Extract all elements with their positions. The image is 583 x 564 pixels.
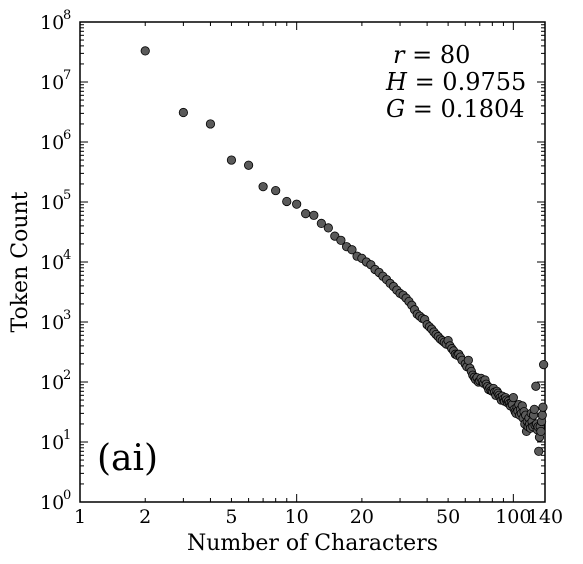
x-axis-label: Number of Characters [187, 531, 438, 556]
y-tick-exponent: 8 [63, 8, 71, 23]
data-point [347, 245, 357, 255]
y-tick-exponent: 2 [63, 368, 71, 383]
stat-G: G = 0.1804 [386, 95, 525, 123]
x-tick-label: 50 [436, 506, 460, 528]
data-point [529, 404, 539, 414]
y-tick-exponent: 0 [63, 488, 71, 503]
x-tick-label: 100 [495, 506, 531, 528]
data-point [282, 196, 292, 207]
data-points [140, 46, 549, 456]
data-point [301, 209, 311, 219]
panel-label: (ai) [97, 438, 158, 479]
y-tick-label: 10 [40, 492, 64, 514]
y-axis-label: Token Count [8, 191, 33, 332]
y-tick-label: 10 [40, 192, 64, 214]
y-tick-label: 10 [40, 72, 64, 94]
data-point [508, 392, 518, 403]
y-tick-label: 10 [40, 12, 64, 34]
data-point [271, 185, 281, 196]
data-point [292, 199, 302, 209]
y-tick-exponent: 3 [63, 308, 71, 323]
data-point [205, 119, 216, 129]
y-tick-label: 10 [40, 312, 64, 334]
x-tick-label: 5 [225, 506, 237, 528]
y-tick-exponent: 4 [63, 248, 71, 263]
y-tick-label: 10 [40, 372, 64, 394]
x-tick-label: 2 [139, 506, 151, 528]
stat-H: H = 0.9755 [385, 68, 526, 96]
data-point [140, 46, 150, 56]
x-tick-label: 140 [527, 506, 563, 528]
y-tick-exponent: 5 [63, 188, 71, 203]
data-point [336, 235, 346, 245]
y-tick-exponent: 1 [63, 428, 71, 443]
y-tick-label: 10 [40, 432, 64, 454]
x-tick-label: 1 [74, 506, 86, 528]
x-tick-label: 20 [350, 506, 374, 528]
data-point [534, 446, 544, 456]
y-tick-exponent: 7 [63, 68, 71, 83]
data-point [258, 182, 268, 192]
data-point [309, 210, 319, 220]
data-point [536, 426, 546, 437]
y-tick-exponent: 6 [63, 128, 71, 143]
data-point [316, 218, 326, 228]
data-point [463, 355, 473, 365]
y-tick-label: 10 [40, 252, 64, 274]
data-point [538, 402, 548, 412]
data-point [323, 223, 333, 233]
axis-ticks [79, 21, 545, 503]
data-point [178, 107, 188, 118]
x-tick-label: 10 [285, 506, 309, 528]
data-point [531, 381, 541, 391]
data-point [537, 410, 547, 420]
data-point [539, 359, 549, 370]
y-tick-label: 10 [40, 132, 64, 154]
data-point [226, 155, 237, 165]
data-point [244, 160, 254, 170]
stat-r: r = 80 [393, 41, 470, 69]
